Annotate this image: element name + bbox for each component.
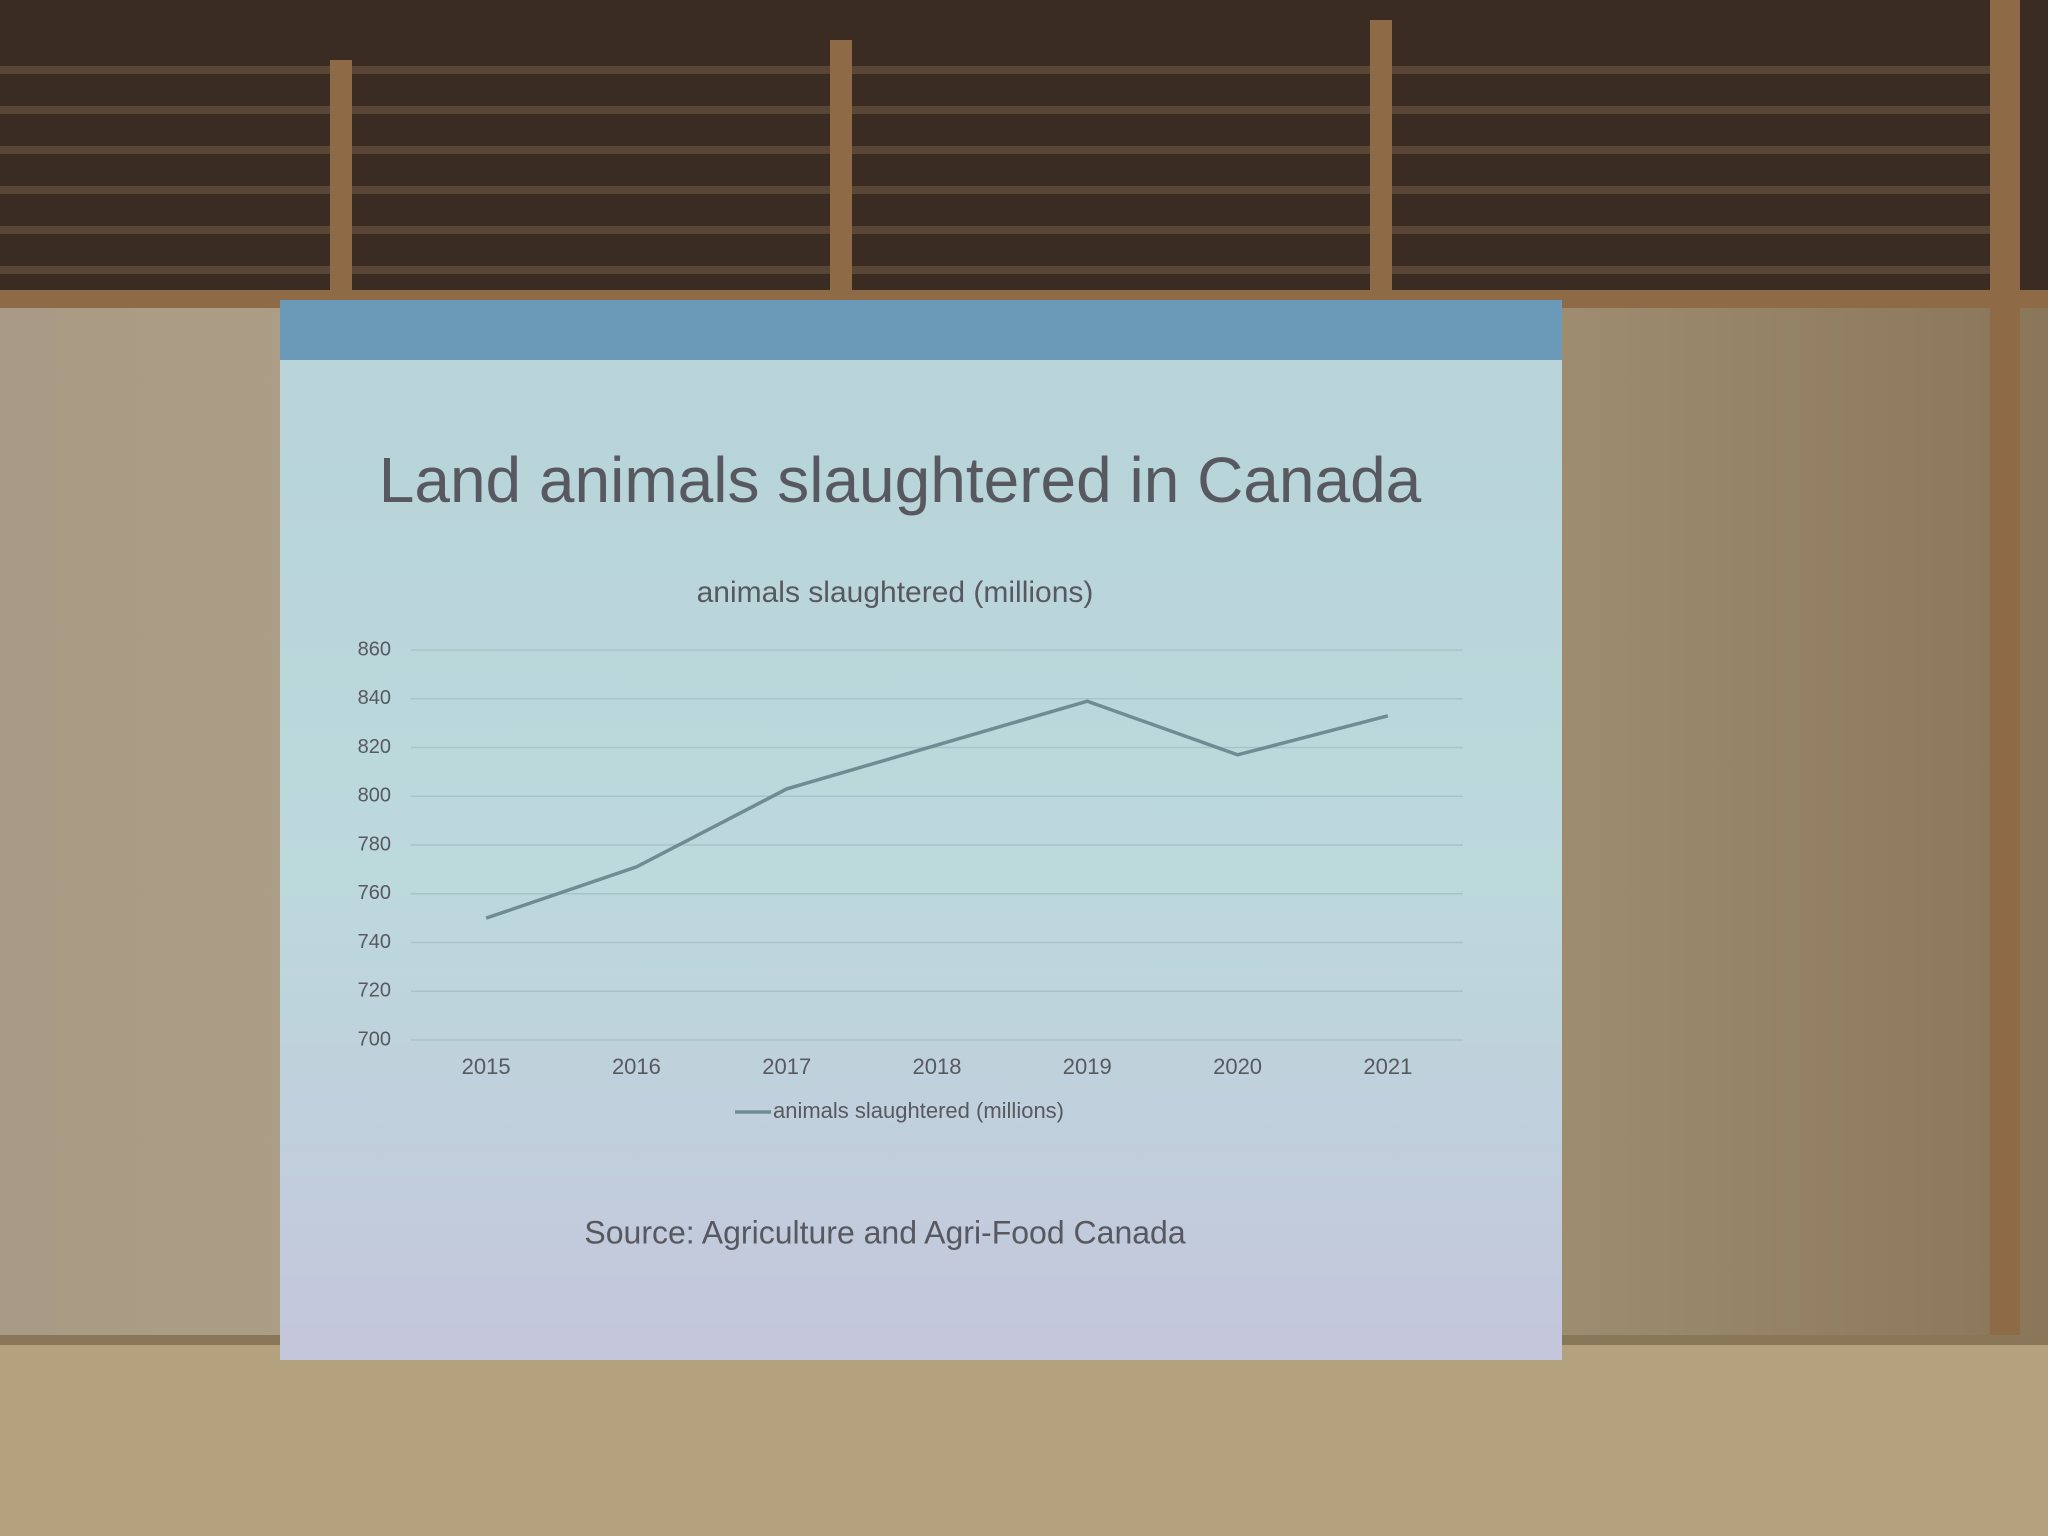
y-tick-label: 860 <box>358 638 391 660</box>
legend-label: animals slaughtered (millions) <box>773 1098 1064 1123</box>
slide <box>280 300 1562 1360</box>
y-tick-label: 700 <box>358 1028 391 1050</box>
y-tick-label: 740 <box>358 931 391 953</box>
source: Source: Agriculture and Agri-Food Canada <box>584 1214 1185 1250</box>
x-tick-label: 2020 <box>1213 1054 1262 1079</box>
y-tick-label: 720 <box>358 980 391 1002</box>
chart-subtitle: animals slaughtered (millions) <box>697 576 1094 609</box>
slide-header-band <box>280 300 1562 360</box>
chart-title: Land animals slaughtered in Canada <box>379 444 1422 516</box>
x-tick-label: 2016 <box>612 1054 661 1079</box>
y-tick-label: 800 <box>358 785 391 807</box>
lower-wall <box>0 1340 2048 1536</box>
y-tick-label: 760 <box>358 882 391 904</box>
x-tick-label: 2021 <box>1363 1054 1412 1079</box>
y-tick-label: 820 <box>358 736 391 758</box>
x-tick-label: 2019 <box>1063 1054 1112 1079</box>
y-tick-label: 840 <box>358 687 391 709</box>
x-tick-label: 2017 <box>762 1054 811 1079</box>
y-tick-label: 780 <box>358 833 391 855</box>
data-line <box>485 699 1389 920</box>
x-tick-label: 2015 <box>462 1054 511 1079</box>
x-tick-label: 2018 <box>913 1054 962 1079</box>
